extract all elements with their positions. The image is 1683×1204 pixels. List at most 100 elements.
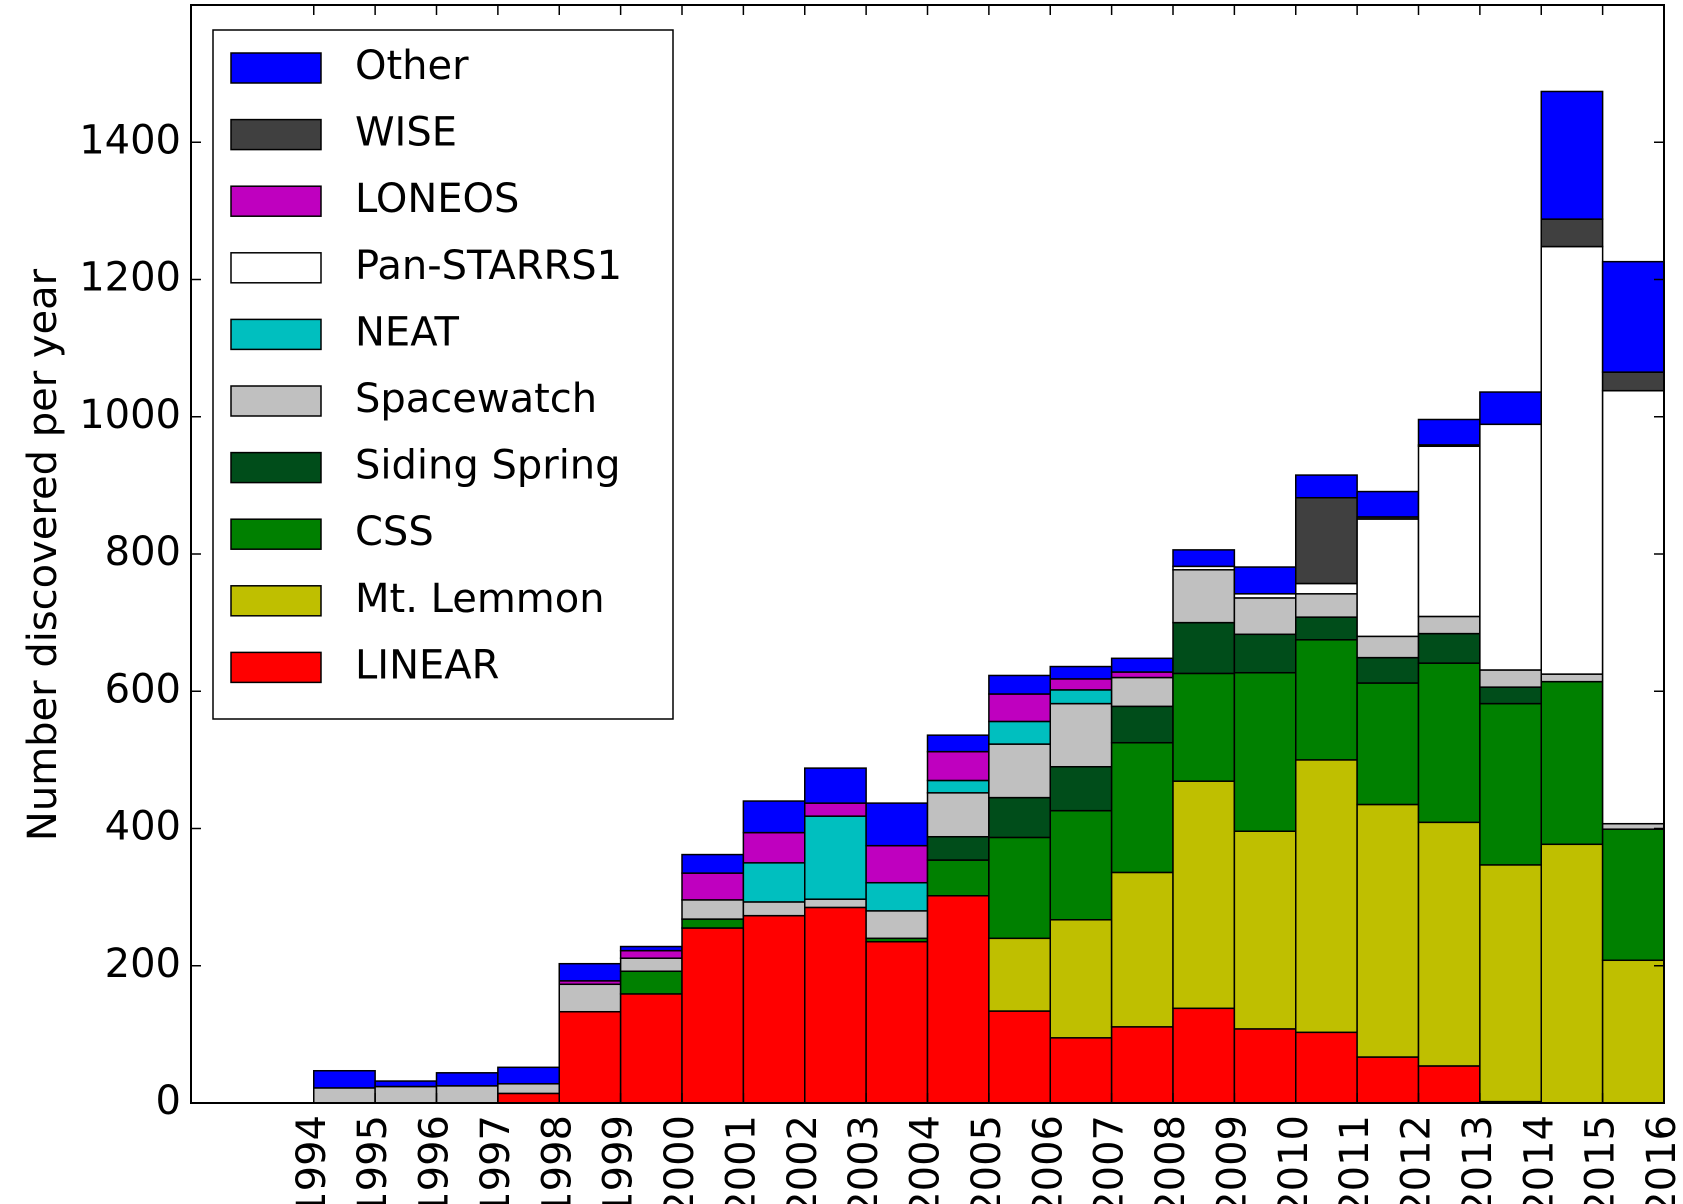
x-tick-label: 2001	[718, 1115, 764, 1204]
bar-segment	[313, 1087, 376, 1104]
bar-segment	[1417, 1065, 1481, 1104]
y-tick-label: 1200	[79, 255, 181, 301]
x-tick-label: 2003	[841, 1115, 887, 1204]
bar-segment	[1049, 665, 1113, 680]
bar-segment	[1110, 741, 1174, 874]
bar-segment	[1049, 1037, 1113, 1104]
bar-segment	[742, 800, 806, 834]
bar-segment	[865, 940, 929, 1104]
bar-segment	[1172, 621, 1236, 675]
bar-segment	[1233, 633, 1297, 674]
bar-segment	[1479, 686, 1542, 705]
bar-segment	[1110, 657, 1174, 673]
legend-label: Siding Spring	[355, 443, 621, 489]
bar-segment	[1110, 676, 1174, 708]
x-tick-label: 2012	[1394, 1115, 1440, 1204]
bar-segment	[435, 1085, 499, 1104]
legend-label: Spacewatch	[355, 376, 597, 422]
bar-segment	[1110, 1026, 1174, 1104]
bar-segment	[926, 859, 990, 897]
bar-segment	[1601, 389, 1665, 825]
bar-segment	[865, 844, 929, 884]
bar-segment	[1233, 671, 1297, 832]
bar-segment	[681, 918, 745, 929]
y-tick-label: 0	[156, 1078, 181, 1124]
x-tick-label: 2010	[1271, 1115, 1317, 1204]
y-tick-label: 800	[105, 529, 181, 575]
legend-label: Other	[355, 43, 469, 89]
bar-segment	[1417, 418, 1481, 446]
bar-segment	[1601, 260, 1665, 373]
bar-segment	[681, 899, 745, 920]
bar-segment	[1295, 759, 1358, 1034]
x-tick-label: 2008	[1148, 1115, 1194, 1204]
bar-segment	[619, 970, 683, 995]
bar-segment	[681, 872, 745, 901]
bar-segment	[988, 1010, 1051, 1104]
x-tick-label: 2014	[1516, 1115, 1562, 1204]
bar-segment	[988, 720, 1051, 745]
x-tick-label: 2013	[1455, 1115, 1501, 1204]
bar-segment	[681, 927, 745, 1104]
bar-segment	[804, 906, 867, 1104]
bar-segment	[988, 674, 1051, 695]
bar-segment	[1417, 445, 1481, 618]
bar-segment	[558, 983, 622, 1013]
bar-segment	[1540, 218, 1604, 248]
bar-segment	[1295, 582, 1358, 595]
bar-segment	[804, 767, 867, 804]
x-tick-label: 2015	[1578, 1115, 1624, 1204]
bar-segment	[1601, 828, 1665, 962]
bar-segment	[1233, 1028, 1297, 1104]
bar-segment	[1479, 423, 1542, 671]
legend-label: Pan-STARRS1	[355, 243, 622, 289]
bar-segment	[497, 1066, 560, 1085]
bar-segment	[742, 901, 806, 917]
legend-swatch	[230, 52, 322, 84]
bar-segment	[1233, 597, 1297, 636]
bar-segment	[1295, 639, 1358, 761]
legend-label: LINEAR	[355, 642, 499, 688]
bar-segment	[926, 895, 990, 1104]
x-tick-label: 2006	[1025, 1115, 1071, 1204]
x-tick-label: 1997	[473, 1115, 519, 1204]
bar-segment	[1417, 615, 1481, 635]
bar-segment	[1049, 919, 1113, 1039]
legend-swatch	[230, 585, 322, 617]
bar-segment	[619, 993, 683, 1104]
x-tick-label: 2011	[1332, 1115, 1378, 1204]
bar-segment	[1356, 656, 1420, 684]
legend-swatch	[230, 118, 322, 151]
y-tick-label: 200	[105, 941, 181, 987]
legend-swatch	[230, 385, 322, 417]
x-tick-label: 2002	[780, 1115, 826, 1204]
bar-segment	[1110, 871, 1174, 1028]
bar-segment	[1110, 705, 1174, 744]
bar-segment	[926, 835, 990, 861]
bar-segment	[865, 802, 929, 847]
x-tick-label: 2005	[964, 1115, 1010, 1204]
bar-segment	[558, 962, 622, 982]
bar-segment	[1356, 682, 1420, 806]
legend-swatch	[230, 252, 322, 284]
bar-segment	[1417, 662, 1481, 824]
x-tick-label: 2000	[657, 1115, 703, 1204]
bar-segment	[1540, 245, 1604, 675]
bar-segment	[619, 957, 683, 972]
x-tick-label: 2016	[1639, 1115, 1683, 1204]
legend-label: NEAT	[355, 309, 459, 355]
bar-segment	[1356, 518, 1420, 638]
x-tick-label: 1999	[596, 1115, 642, 1204]
bar-segment	[1049, 689, 1113, 705]
bar-segment	[1172, 569, 1236, 624]
bar-segment	[1601, 959, 1665, 1104]
legend-label: Mt. Lemmon	[355, 576, 605, 622]
bar-segment	[1601, 371, 1665, 392]
x-tick-label: 2004	[903, 1115, 949, 1204]
bar-segment	[1049, 702, 1113, 768]
bar-segment	[1049, 809, 1113, 921]
bar-segment	[1479, 669, 1542, 688]
bar-segment	[1356, 803, 1420, 1058]
x-tick-label: 1998	[534, 1115, 580, 1204]
